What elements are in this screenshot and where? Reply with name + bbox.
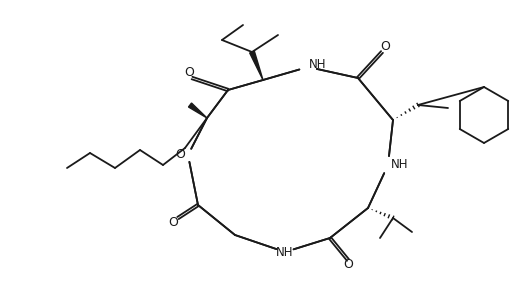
Text: NH: NH [309,59,326,71]
Polygon shape [250,51,263,80]
Polygon shape [189,103,207,118]
Text: O: O [343,259,353,272]
Text: O: O [175,148,185,160]
Text: NH: NH [391,158,409,172]
Text: O: O [184,67,194,79]
Text: O: O [168,216,178,228]
Text: NH: NH [276,247,294,259]
Text: O: O [380,40,390,53]
